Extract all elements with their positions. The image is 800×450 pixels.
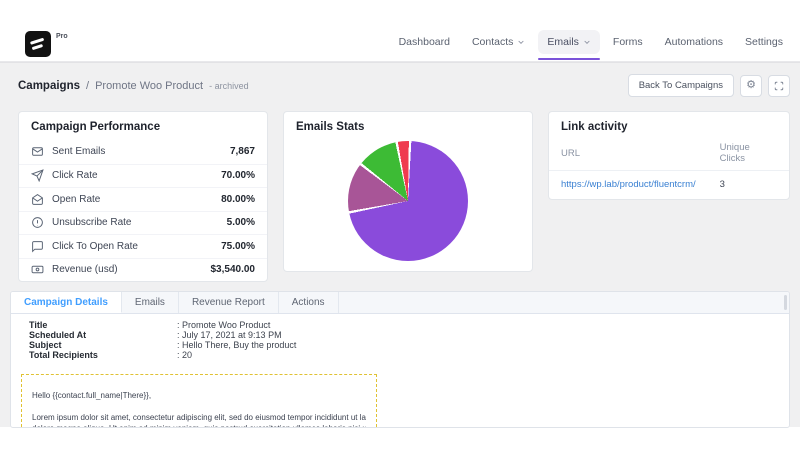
nav-label: Contacts — [471, 36, 514, 48]
email-body-line: Lorem ipsum dolor sit amet, consectetur … — [32, 413, 366, 422]
app-header: Pro Dashboard Contacts Emails Forms Auto… — [0, 0, 800, 62]
tracked-url-link[interactable]: https://wp.lab/product/fluentcrm/ — [561, 179, 696, 190]
gear-icon: ⚙ — [746, 79, 756, 91]
metric-value: 7,867 — [229, 146, 255, 158]
campaign-details-panel: Campaign Details Emails Revenue Report A… — [10, 291, 790, 428]
tab-actions[interactable]: Actions — [279, 292, 339, 313]
back-to-campaigns-button[interactable]: Back To Campaigns — [627, 74, 734, 97]
nav-item-dashboard[interactable]: Dashboard — [390, 30, 459, 54]
tab-body: Title : Promote Woo Product Scheduled At… — [11, 314, 789, 427]
chevron-down-icon — [583, 38, 591, 46]
metric-label: Unsubscribe Rate — [52, 217, 132, 229]
metric-label: Revenue (usd) — [52, 264, 118, 276]
nav-item-contacts[interactable]: Contacts — [463, 30, 534, 54]
nav-label: Dashboard — [398, 36, 450, 48]
toolbar: Back To Campaigns ⚙ — [627, 74, 790, 97]
detail-label: Subject — [29, 340, 62, 350]
nav-item-emails[interactable]: Emails — [538, 30, 600, 60]
top-navigation: Dashboard Contacts Emails Forms Automati… — [390, 30, 792, 60]
breadcrumb-bar: Campaigns / Promote Woo Product - archiv… — [0, 63, 800, 105]
metric-row-open-rate: Open Rate 80.00% — [19, 187, 267, 211]
metric-row-click-rate: Click Rate 70.00% — [19, 163, 267, 188]
scrollbar-thumb[interactable] — [784, 295, 787, 310]
fluentcrm-logo-icon[interactable] — [25, 31, 51, 57]
metric-label: Sent Emails — [52, 146, 106, 158]
nav-label: Forms — [612, 36, 643, 48]
settings-gear-button[interactable]: ⚙ — [740, 74, 762, 97]
unique-clicks-value: 3 — [719, 179, 725, 190]
emails-stats-pie[interactable] — [348, 141, 468, 261]
metric-row-unsubscribe-rate: Unsubscribe Rate 5.00% — [19, 210, 267, 235]
breadcrumb-current: Promote Woo Product — [95, 79, 204, 92]
metric-label: Click Rate — [52, 170, 98, 182]
nav-item-settings[interactable]: Settings — [736, 30, 792, 54]
detail-value: : 20 — [177, 350, 193, 360]
nav-item-forms[interactable]: Forms — [604, 30, 652, 54]
breadcrumb-separator: / — [86, 79, 90, 92]
detail-row-total-recipients: Total Recipients : 20 — [29, 350, 771, 360]
detail-value: : Hello There, Buy the product — [177, 340, 297, 350]
detail-value: : July 17, 2021 at 9:13 PM — [177, 330, 282, 340]
metric-value: 5.00% — [226, 217, 255, 229]
fullscreen-button[interactable] — [768, 74, 790, 97]
email-greeting: Hello {{contact.full_name|There}}, — [32, 391, 152, 400]
metric-label: Click To Open Rate — [52, 240, 138, 252]
mail-open-icon — [31, 193, 44, 206]
stats-cards-row: Campaign Performance Sent Emails 7,867 C… — [0, 111, 800, 282]
metric-value: 70.00% — [221, 170, 255, 182]
brand: Pro — [25, 31, 68, 57]
metric-value: 80.00% — [221, 193, 255, 205]
info-circle-icon — [31, 216, 44, 229]
card-title: Campaign Performance — [31, 121, 161, 133]
emails-stats-card: Emails Stats — [283, 111, 533, 272]
email-body-preview: Hello {{contact.full_name|There}}, Lorem… — [21, 374, 377, 427]
metric-row-click-to-open-rate: Click To Open Rate 75.00% — [19, 234, 267, 258]
column-header-url: URL — [549, 140, 708, 171]
nav-label: Settings — [745, 36, 783, 48]
archived-badge: - archived — [209, 80, 249, 91]
card-title: Link activity — [561, 121, 628, 133]
envelope-icon — [31, 145, 44, 158]
tab-bar: Campaign Details Emails Revenue Report A… — [11, 292, 789, 314]
campaign-performance-card: Campaign Performance Sent Emails 7,867 C… — [18, 111, 268, 282]
detail-label: Title — [29, 320, 48, 330]
metric-row-revenue: Revenue (usd) $3,540.00 — [19, 257, 267, 282]
metric-value: 75.00% — [221, 240, 255, 252]
link-activity-card: Link activity URL Unique Clicks https://… — [548, 111, 790, 200]
nav-label: Emails — [547, 36, 579, 48]
send-icon — [31, 169, 44, 183]
tab-revenue-report[interactable]: Revenue Report — [179, 292, 279, 313]
detail-row-subject: Subject : Hello There, Buy the product — [29, 340, 771, 350]
nav-label: Automations — [664, 36, 724, 48]
page-body: Campaigns / Promote Woo Product - archiv… — [0, 62, 800, 428]
fullscreen-icon — [774, 81, 784, 91]
metric-value: $3,540.00 — [210, 264, 256, 276]
breadcrumb: Campaigns / Promote Woo Product - archiv… — [18, 80, 249, 92]
tab-emails[interactable]: Emails — [122, 292, 179, 313]
message-square-icon — [31, 240, 44, 253]
pro-badge: Pro — [56, 33, 68, 40]
chevron-down-icon — [517, 38, 525, 46]
column-header-unique-clicks: Unique Clicks — [707, 140, 789, 171]
email-body-line: dolore magna aliqua. Ut enim ad minim ve… — [32, 423, 366, 427]
breadcrumb-campaigns[interactable]: Campaigns — [18, 79, 80, 92]
detail-value: : Promote Woo Product — [177, 320, 271, 330]
detail-label: Scheduled At — [29, 330, 87, 340]
detail-label: Total Recipients — [29, 350, 98, 360]
nav-item-automations[interactable]: Automations — [656, 30, 732, 54]
banknote-icon — [31, 263, 44, 276]
card-title: Emails Stats — [296, 121, 365, 133]
link-activity-table: URL Unique Clicks https://wp.lab/product… — [549, 140, 789, 199]
detail-row-scheduled-at: Scheduled At : July 17, 2021 at 9:13 PM — [29, 330, 771, 340]
metric-row-sent-emails: Sent Emails 7,867 — [19, 140, 267, 164]
metric-label: Open Rate — [52, 193, 101, 205]
detail-row-title: Title : Promote Woo Product — [29, 320, 771, 330]
table-row: https://wp.lab/product/fluentcrm/ 3 — [549, 171, 789, 200]
tab-campaign-details[interactable]: Campaign Details — [11, 292, 122, 313]
